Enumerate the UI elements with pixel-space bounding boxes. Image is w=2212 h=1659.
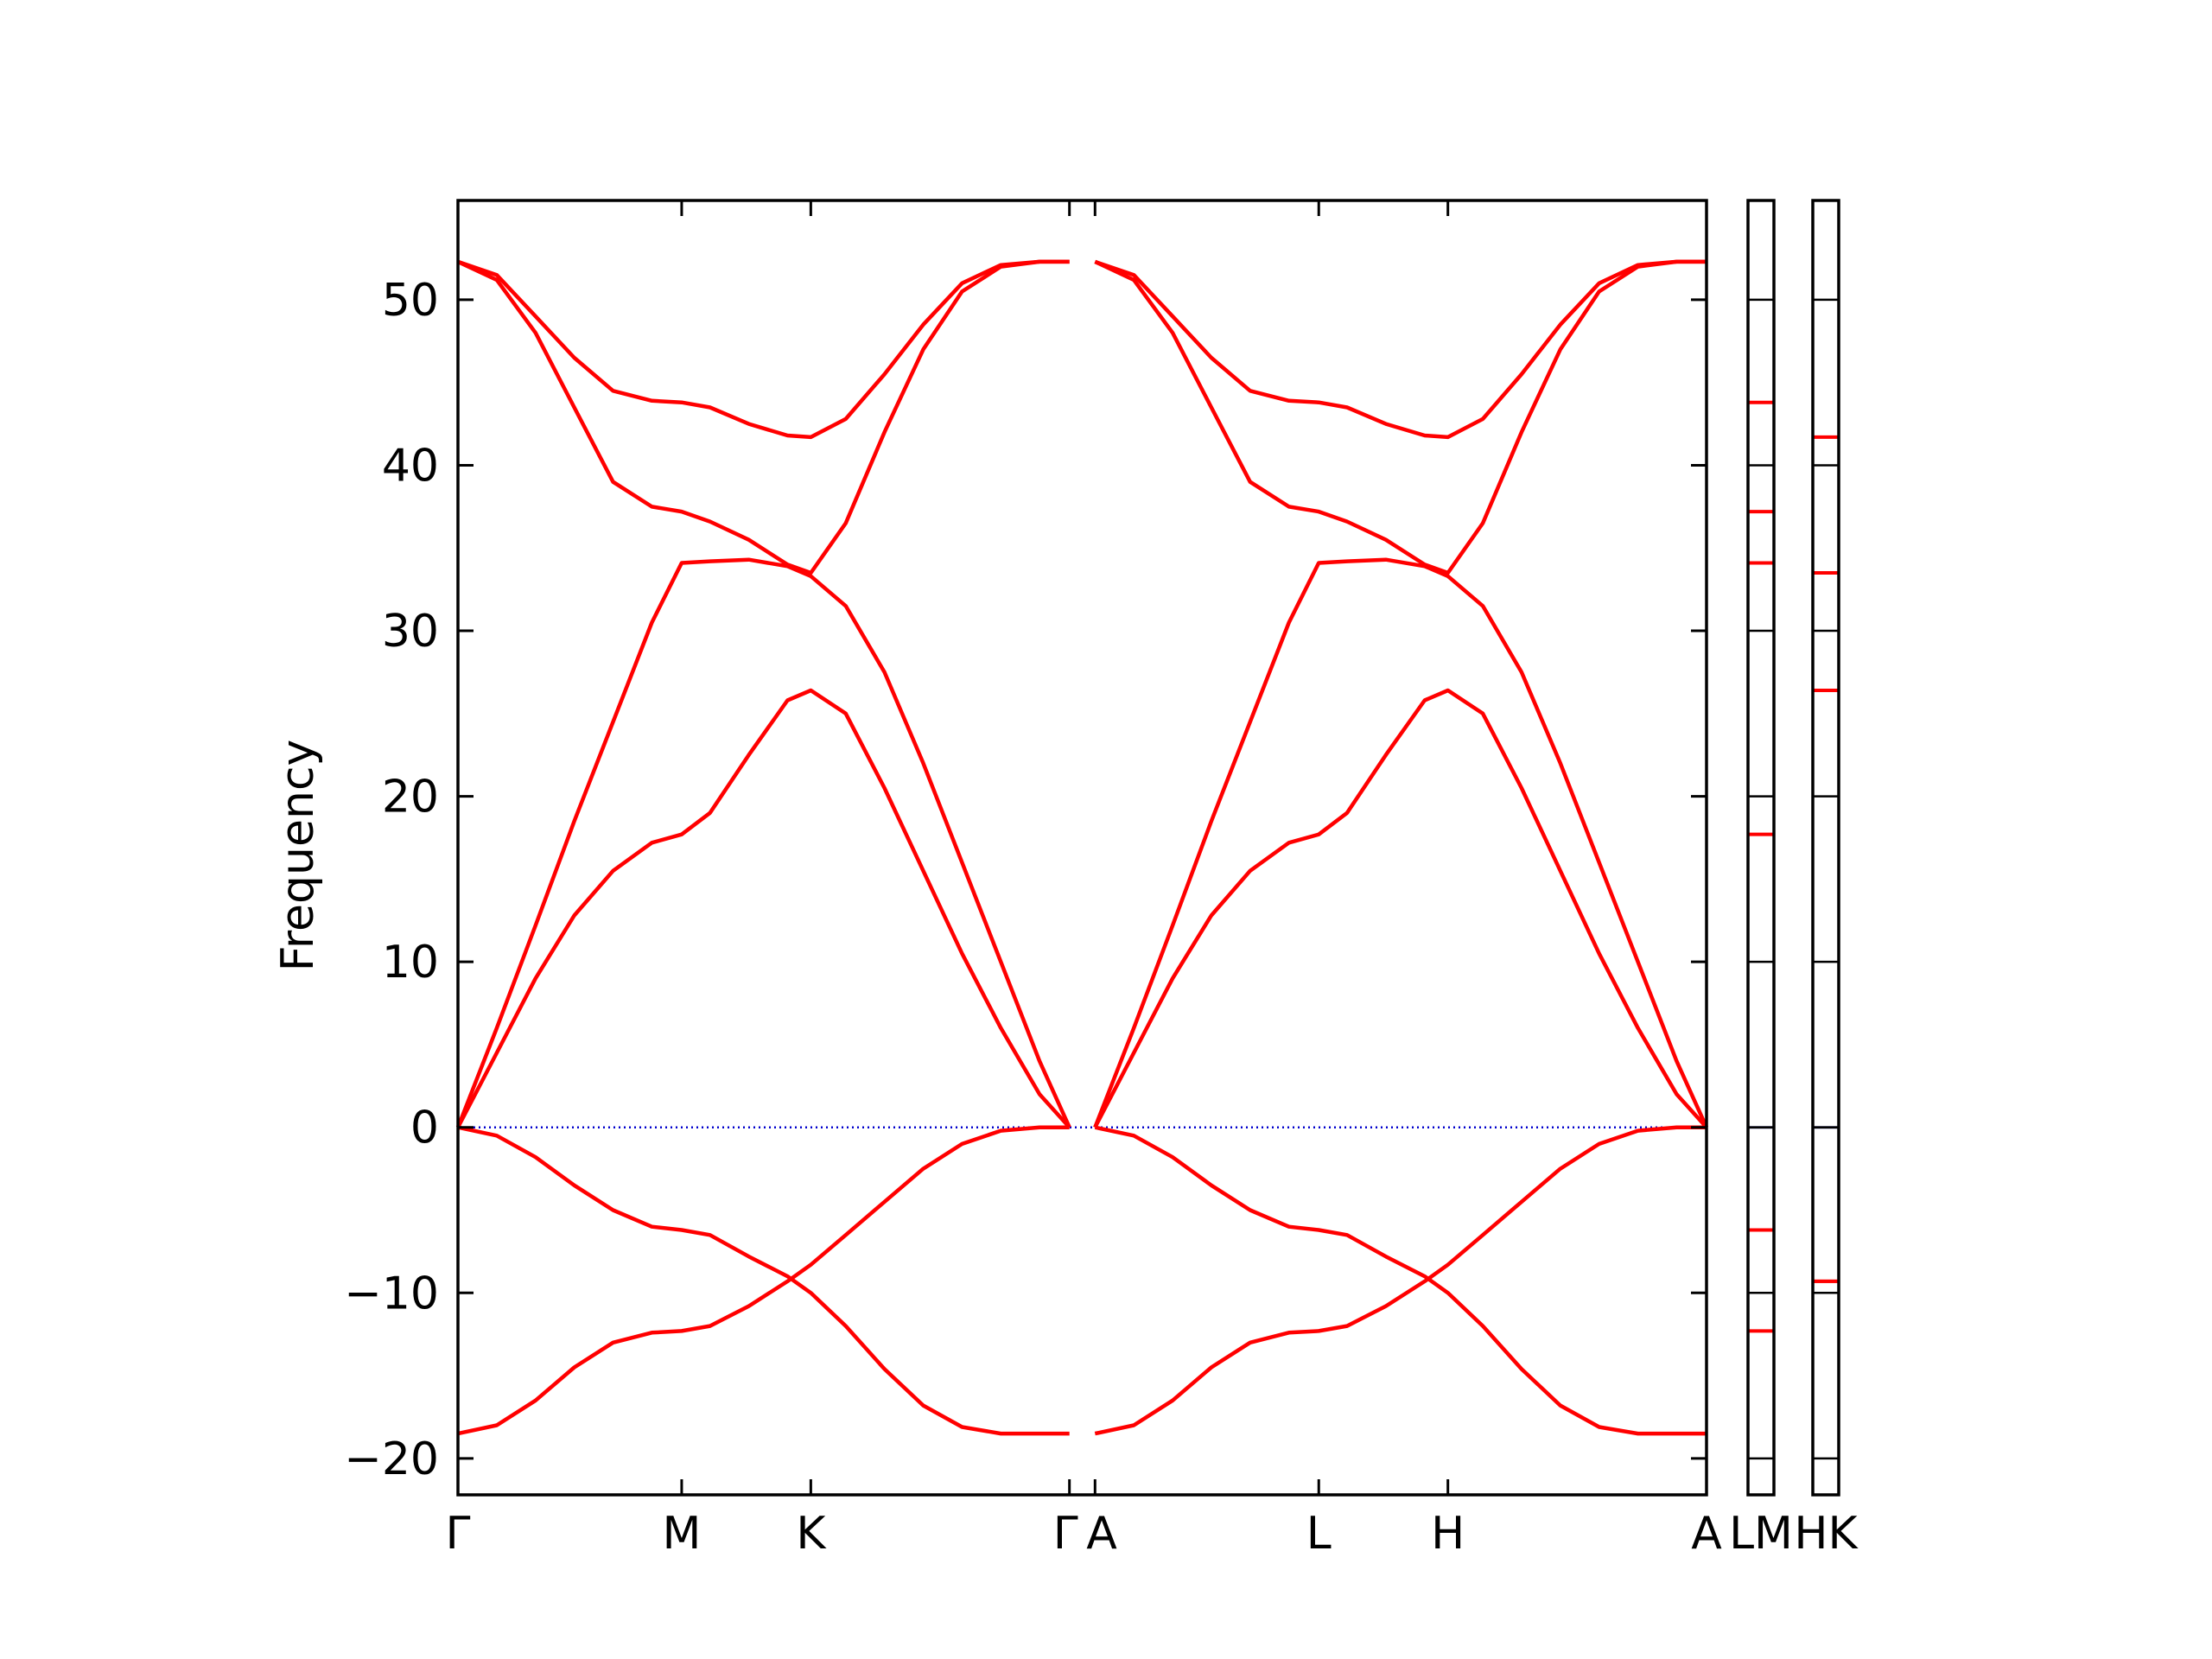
side-panel-lm: LM: [1729, 199, 1793, 1560]
panel-frame: [1811, 199, 1840, 1497]
y-axis-title: Frequency: [272, 740, 324, 972]
y-tick-label: 50: [382, 275, 439, 327]
band-line-6: [457, 1125, 1070, 1436]
y-tick-label: −20: [344, 1433, 439, 1485]
x-tick-label: A: [1086, 1508, 1117, 1560]
y-tick-label: −10: [344, 1268, 439, 1319]
plot-frame: [456, 199, 1708, 1497]
band-line-1: [456, 688, 1071, 1129]
panel-label: LM: [1729, 1508, 1793, 1560]
band-line-9: [1094, 259, 1707, 575]
band-line-2: [455, 557, 1071, 1128]
x-tick-label: K: [796, 1508, 827, 1560]
band-line-12: [1094, 1125, 1707, 1436]
panel-label: HK: [1794, 1508, 1859, 1560]
x-tick-label: A: [1691, 1508, 1722, 1560]
band-line-8: [1093, 557, 1709, 1128]
band-line-10: [1094, 259, 1707, 440]
y-tick-label: 30: [382, 606, 439, 658]
panel-frame: [1746, 199, 1776, 1497]
x-tick-label: Γ: [1053, 1508, 1078, 1560]
band-line-3: [457, 259, 1070, 575]
x-tick-label: Γ: [446, 1508, 471, 1560]
y-tick-label: 10: [382, 937, 439, 988]
band-line-11: [1094, 1125, 1707, 1436]
band-line-4: [457, 259, 1070, 440]
x-tick-label: L: [1306, 1508, 1332, 1560]
y-tick-label: 40: [382, 440, 439, 492]
band-line-7: [1093, 688, 1708, 1129]
x-tick-label: M: [662, 1508, 701, 1560]
y-tick-label: 20: [382, 772, 439, 823]
side-panel-hk: HK: [1794, 199, 1859, 1560]
band-line-5: [457, 1125, 1070, 1436]
y-tick-label: 0: [410, 1103, 439, 1154]
x-tick-label: H: [1431, 1508, 1465, 1560]
